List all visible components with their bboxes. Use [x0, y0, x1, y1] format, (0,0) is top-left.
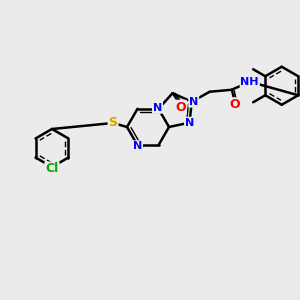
Text: Cl: Cl: [45, 163, 58, 176]
Text: O: O: [175, 101, 186, 114]
Text: O: O: [230, 98, 240, 111]
Text: N: N: [189, 97, 198, 107]
Text: N: N: [133, 141, 142, 151]
Text: NH: NH: [241, 77, 259, 87]
Text: N: N: [185, 118, 194, 128]
Text: N: N: [153, 103, 162, 113]
Text: S: S: [109, 116, 118, 130]
